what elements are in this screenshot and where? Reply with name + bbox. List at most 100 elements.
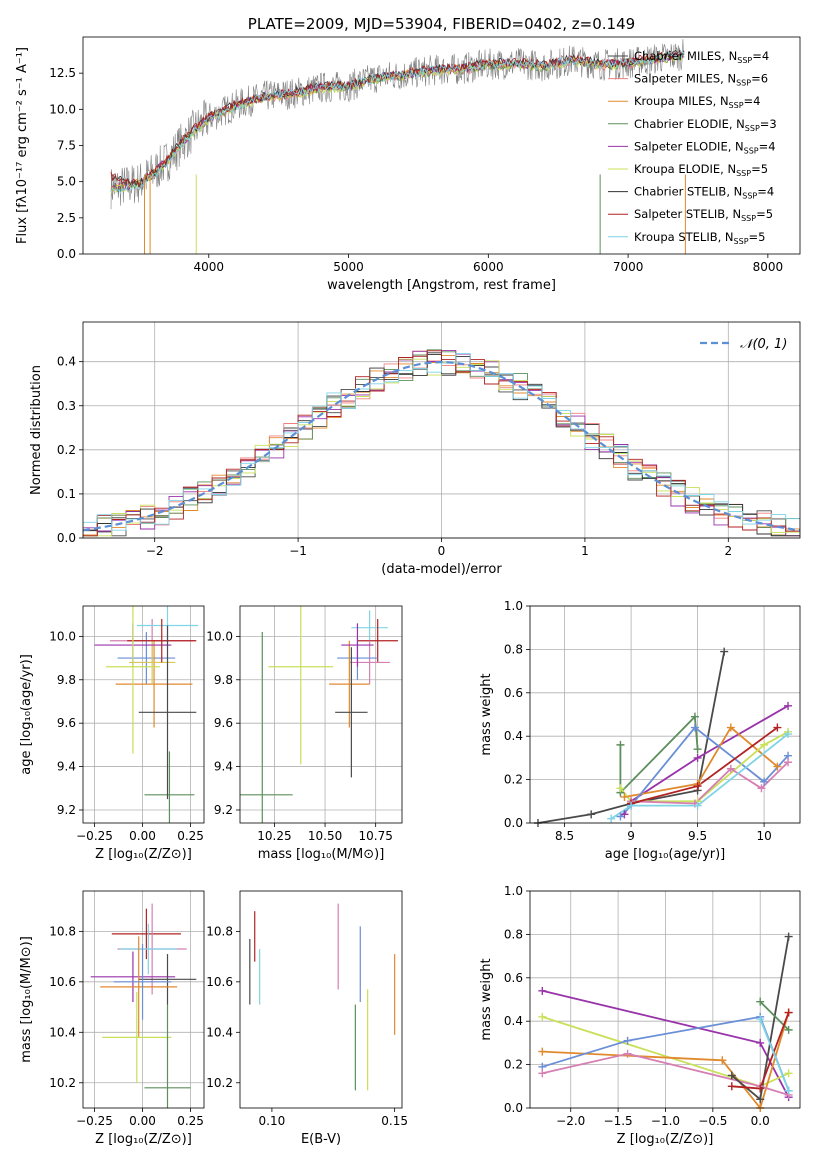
legend-entry-1: Chabrier MILES, NSSP=4 bbox=[634, 49, 769, 65]
y-tick-label: 10.8 bbox=[206, 924, 233, 938]
x-tick-label: 0.10 bbox=[259, 1114, 286, 1128]
chart-age-weight: 8.5 9 9.5 10 0.0 0.2 0.4 0.6 0.8 1.0 age [log₁₀(ag… bbox=[479, 599, 801, 862]
legend-entry-6: Kroupa ELODIE, NSSP=5 bbox=[634, 162, 768, 178]
y-tick-label: 9.4 bbox=[214, 760, 233, 774]
weight-marker bbox=[693, 801, 702, 810]
x-tick-label: 6000 bbox=[473, 260, 504, 274]
chart-residuals: −2 −1 0 1 2 0.0 0.1 0.2 0.3 0.4 (data-model)/error… bbox=[29, 321, 801, 577]
plot-area bbox=[537, 651, 789, 823]
x-tick-label: 9.5 bbox=[688, 829, 707, 843]
y-tick-label: 0.4 bbox=[504, 1014, 523, 1028]
y-tick-label: 0.8 bbox=[504, 642, 523, 656]
x-axis-label: Z [log₁₀(Z/Z⊙)] bbox=[617, 1132, 714, 1147]
weight-marker bbox=[587, 810, 596, 819]
weight-marker bbox=[760, 740, 769, 749]
x-axis-label: age [log₁₀(age/yr)] bbox=[605, 847, 726, 862]
weight-line-5 bbox=[542, 1052, 789, 1096]
weight-marker bbox=[784, 1086, 793, 1095]
x-tick-label: 2 bbox=[724, 544, 732, 558]
model-spectrum-9 bbox=[110, 50, 685, 195]
y-tick-label: 0.0 bbox=[57, 247, 76, 261]
y-tick-label: 9.2 bbox=[57, 803, 76, 817]
x-tick-label: 1 bbox=[581, 544, 589, 558]
y-tick-label: 0.1 bbox=[57, 487, 76, 501]
y-tick-label: 9.8 bbox=[57, 673, 76, 687]
y-tick-label: 10.2 bbox=[206, 1076, 233, 1090]
axes-frame bbox=[82, 605, 205, 824]
gaussian-curve bbox=[83, 360, 800, 532]
weight-marker bbox=[690, 723, 699, 732]
plot-area bbox=[249, 903, 396, 1091]
weight-marker bbox=[784, 701, 793, 710]
x-tick-label: 10.75 bbox=[358, 829, 392, 843]
x-tick-label: 7000 bbox=[613, 260, 644, 274]
y-tick-label: 10.2 bbox=[49, 1076, 76, 1090]
y-tick-label: 0.8 bbox=[504, 927, 523, 941]
model-spectrum-2 bbox=[110, 51, 685, 191]
weight-marker bbox=[784, 1008, 793, 1017]
histogram-7 bbox=[83, 352, 800, 537]
x-tick-label: −2.0 bbox=[556, 1114, 585, 1128]
y-tick-label: 0.0 bbox=[57, 531, 76, 545]
chart-z-weight: −2.0 −1.5 −1.0 −0.5 0.0 0.0 0.2 0.4 0.6 0.8 1.0 Z [… bbox=[479, 884, 801, 1147]
weight-marker bbox=[538, 986, 547, 995]
chart-spectrum: 4000 5000 6000 7000 8000 0.0 2.5 5.0 7.5 10.0 12.5… bbox=[15, 15, 801, 293]
weight-marker bbox=[727, 1082, 736, 1091]
plot-area bbox=[542, 936, 790, 1108]
y-tick-label: 0.4 bbox=[504, 729, 523, 743]
y-axis-label: Flux [fλ10⁻¹⁷ erg cm⁻² s⁻¹ A⁻¹] bbox=[15, 47, 30, 244]
x-axis-label: mass [log₁₀(M/M⊙)] bbox=[258, 847, 385, 862]
legend-entry-8: Salpeter STELIB, NSSP=5 bbox=[634, 207, 773, 223]
histogram-8 bbox=[83, 350, 800, 537]
x-tick-label: 0.25 bbox=[177, 829, 204, 843]
weight-line-9 bbox=[610, 733, 789, 820]
plot-area bbox=[240, 606, 398, 823]
weight-marker bbox=[538, 1047, 547, 1056]
weight-marker bbox=[727, 1071, 736, 1080]
weight-marker bbox=[616, 740, 625, 749]
weight-marker bbox=[784, 1069, 793, 1078]
weight-marker bbox=[620, 792, 629, 801]
weight-line-4 bbox=[619, 714, 699, 795]
y-tick-label: 9.4 bbox=[57, 760, 76, 774]
y-axis-label: age [log₁₀(age/yr)] bbox=[19, 654, 34, 775]
y-tick-label: 0.2 bbox=[504, 1058, 523, 1072]
legend-entry-9: Kroupa STELIB, NSSP=5 bbox=[634, 230, 765, 246]
x-axis-label: Z [log₁₀(Z/Z⊙)] bbox=[95, 847, 192, 862]
x-tick-label: 0.00 bbox=[129, 829, 156, 843]
weight-marker bbox=[693, 753, 702, 762]
legend-entry-7: Chabrier STELIB, NSSP=4 bbox=[634, 185, 774, 201]
axes-frame bbox=[529, 890, 801, 1109]
y-tick-label: 0.2 bbox=[504, 773, 523, 787]
legend-entry-4: Chabrier ELODIE, NSSP=3 bbox=[634, 117, 777, 133]
model-spectrum-3 bbox=[110, 50, 685, 192]
y-tick-label: 9.8 bbox=[214, 673, 233, 687]
weight-marker bbox=[726, 723, 735, 732]
weight-line-9 bbox=[759, 1018, 790, 1091]
x-tick-label: 0.25 bbox=[177, 1114, 204, 1128]
x-tick-label: 0 bbox=[438, 544, 446, 558]
y-tick-label: 0.2 bbox=[57, 443, 76, 457]
y-tick-label: 5.0 bbox=[57, 175, 76, 189]
x-tick-label: −1 bbox=[289, 544, 307, 558]
plot-area bbox=[83, 349, 800, 537]
weight-marker bbox=[616, 784, 625, 793]
legend-entry-3: Kroupa MILES, NSSP=4 bbox=[634, 94, 760, 110]
weight-marker bbox=[538, 1012, 547, 1021]
chart-title: PLATE=2009, MJD=53904, FIBERID=0402, z=0… bbox=[248, 15, 635, 33]
x-tick-label: 4000 bbox=[194, 260, 225, 274]
chart-mass-age: 10.25 10.50 10.75 9.2 9.4 9.6 9.8 10.0 mass [log… bbox=[206, 605, 403, 862]
model-spectrum-5 bbox=[110, 50, 685, 193]
y-tick-label: 9.2 bbox=[214, 803, 233, 817]
weight-marker bbox=[756, 1084, 765, 1093]
y-tick-label: 10.4 bbox=[206, 1025, 233, 1039]
weight-marker bbox=[784, 932, 793, 941]
axes-frame bbox=[82, 890, 205, 1109]
plot-area bbox=[90, 903, 197, 1108]
y-axis-label: mass weight bbox=[479, 958, 494, 1040]
y-tick-label: 1.0 bbox=[504, 599, 523, 613]
x-tick-label: 8.5 bbox=[555, 829, 574, 843]
weight-marker bbox=[756, 1038, 765, 1047]
weight-marker bbox=[693, 782, 702, 791]
plot-area bbox=[94, 606, 199, 823]
